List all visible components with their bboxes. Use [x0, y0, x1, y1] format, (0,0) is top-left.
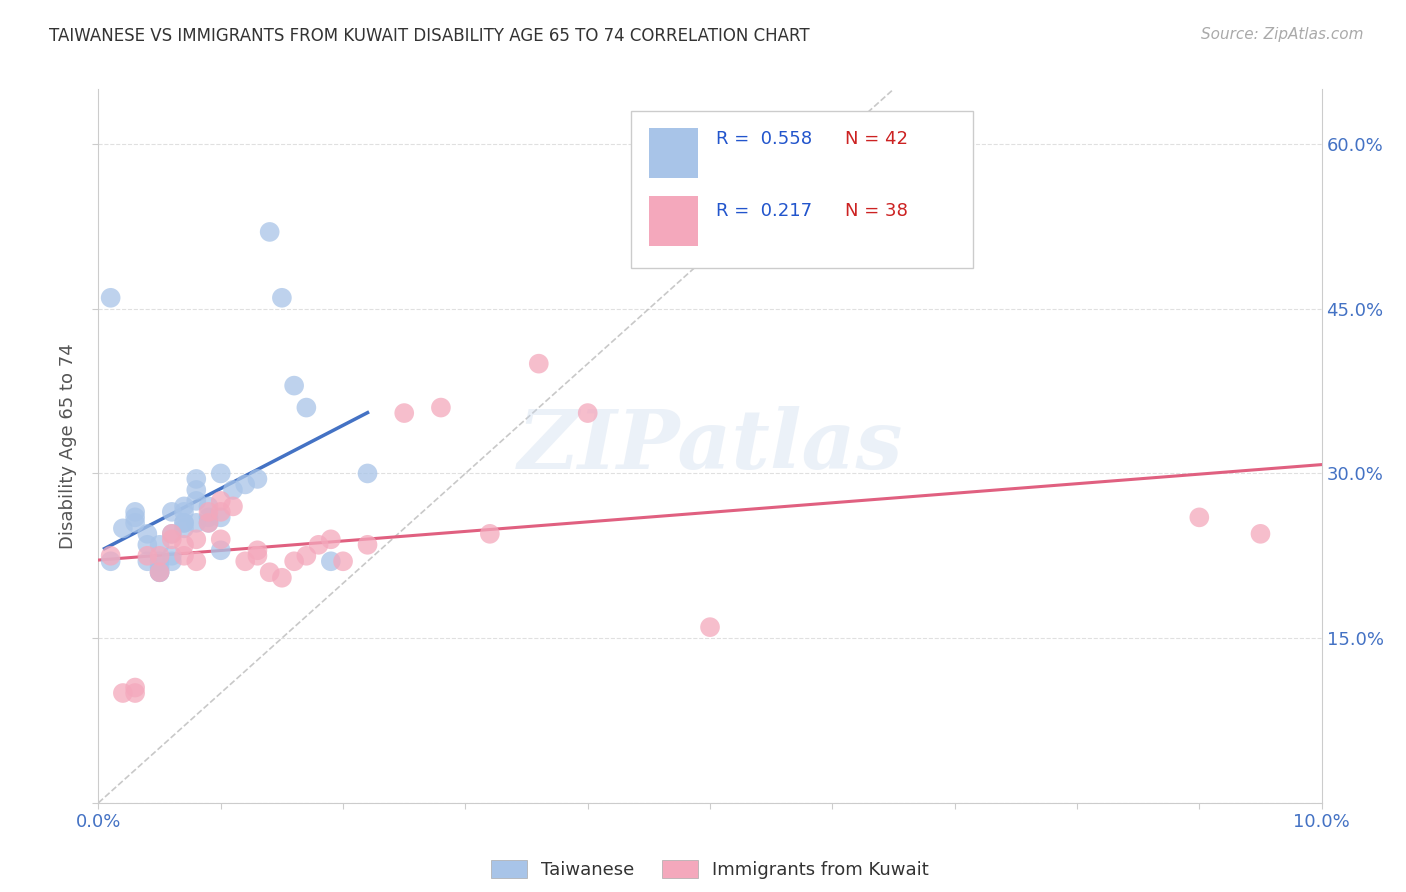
Point — [233, 477, 256, 491]
Point — [160, 549, 183, 563]
Point — [1249, 526, 1271, 541]
Text: TAIWANESE VS IMMIGRANTS FROM KUWAIT DISABILITY AGE 65 TO 74 CORRELATION CHART: TAIWANESE VS IMMIGRANTS FROM KUWAIT DISA… — [49, 27, 810, 45]
Point — [295, 401, 318, 415]
Point — [100, 549, 122, 563]
Point — [222, 483, 245, 497]
Point — [392, 406, 416, 420]
Point — [356, 467, 378, 481]
Point — [209, 533, 232, 547]
Point — [197, 500, 219, 514]
Point — [149, 559, 172, 574]
Point — [222, 500, 245, 514]
Point — [283, 554, 305, 568]
Point — [124, 686, 146, 700]
Point — [270, 291, 292, 305]
Point — [186, 472, 208, 486]
Point — [478, 526, 501, 541]
Point — [149, 566, 172, 580]
Point — [246, 549, 269, 563]
Point — [356, 538, 378, 552]
Point — [124, 505, 146, 519]
Point — [173, 516, 195, 530]
Text: R =  0.217: R = 0.217 — [716, 202, 813, 219]
Point — [308, 538, 330, 552]
Point — [259, 225, 281, 239]
Point — [186, 483, 208, 497]
Point — [160, 533, 183, 547]
Point — [136, 538, 159, 552]
Point — [111, 521, 134, 535]
Point — [699, 620, 721, 634]
FancyBboxPatch shape — [630, 111, 973, 268]
Text: ZIPatlas: ZIPatlas — [517, 406, 903, 486]
Point — [173, 505, 195, 519]
Point — [209, 505, 232, 519]
Point — [209, 494, 232, 508]
Point — [160, 554, 183, 568]
Point — [100, 291, 122, 305]
Point — [186, 516, 208, 530]
Text: N = 42: N = 42 — [845, 130, 908, 148]
Point — [124, 516, 146, 530]
Point — [173, 500, 195, 514]
Point — [1188, 510, 1211, 524]
FancyBboxPatch shape — [650, 128, 697, 178]
Point — [173, 516, 195, 530]
Point — [430, 401, 453, 415]
Point — [149, 538, 172, 552]
Point — [124, 681, 146, 695]
Point — [160, 526, 183, 541]
Point — [295, 549, 318, 563]
Point — [527, 357, 550, 371]
Point — [186, 533, 208, 547]
Point — [319, 533, 342, 547]
Point — [149, 566, 172, 580]
Point — [197, 510, 219, 524]
Text: Source: ZipAtlas.com: Source: ZipAtlas.com — [1201, 27, 1364, 42]
Legend: Taiwanese, Immigrants from Kuwait: Taiwanese, Immigrants from Kuwait — [484, 853, 936, 887]
Point — [319, 554, 342, 568]
Point — [160, 505, 183, 519]
Point — [173, 521, 195, 535]
Point — [246, 543, 269, 558]
Point — [186, 494, 208, 508]
Point — [136, 526, 159, 541]
Point — [209, 543, 232, 558]
Point — [233, 554, 256, 568]
Point — [209, 467, 232, 481]
Point — [270, 571, 292, 585]
Point — [149, 566, 172, 580]
Point — [246, 472, 269, 486]
Point — [124, 510, 146, 524]
Point — [160, 526, 183, 541]
Point — [149, 549, 172, 563]
Point — [111, 686, 134, 700]
Point — [197, 516, 219, 530]
Text: R =  0.558: R = 0.558 — [716, 130, 813, 148]
Point — [136, 549, 159, 563]
Point — [332, 554, 354, 568]
Point — [100, 554, 122, 568]
FancyBboxPatch shape — [650, 196, 697, 246]
Point — [173, 549, 195, 563]
Point — [259, 566, 281, 580]
Point — [197, 505, 219, 519]
Point — [149, 554, 172, 568]
Point — [197, 516, 219, 530]
Point — [283, 378, 305, 392]
Point — [173, 538, 195, 552]
Y-axis label: Disability Age 65 to 74: Disability Age 65 to 74 — [59, 343, 77, 549]
Point — [186, 554, 208, 568]
Point — [209, 510, 232, 524]
Point — [576, 406, 599, 420]
Point — [136, 554, 159, 568]
Text: N = 38: N = 38 — [845, 202, 907, 219]
